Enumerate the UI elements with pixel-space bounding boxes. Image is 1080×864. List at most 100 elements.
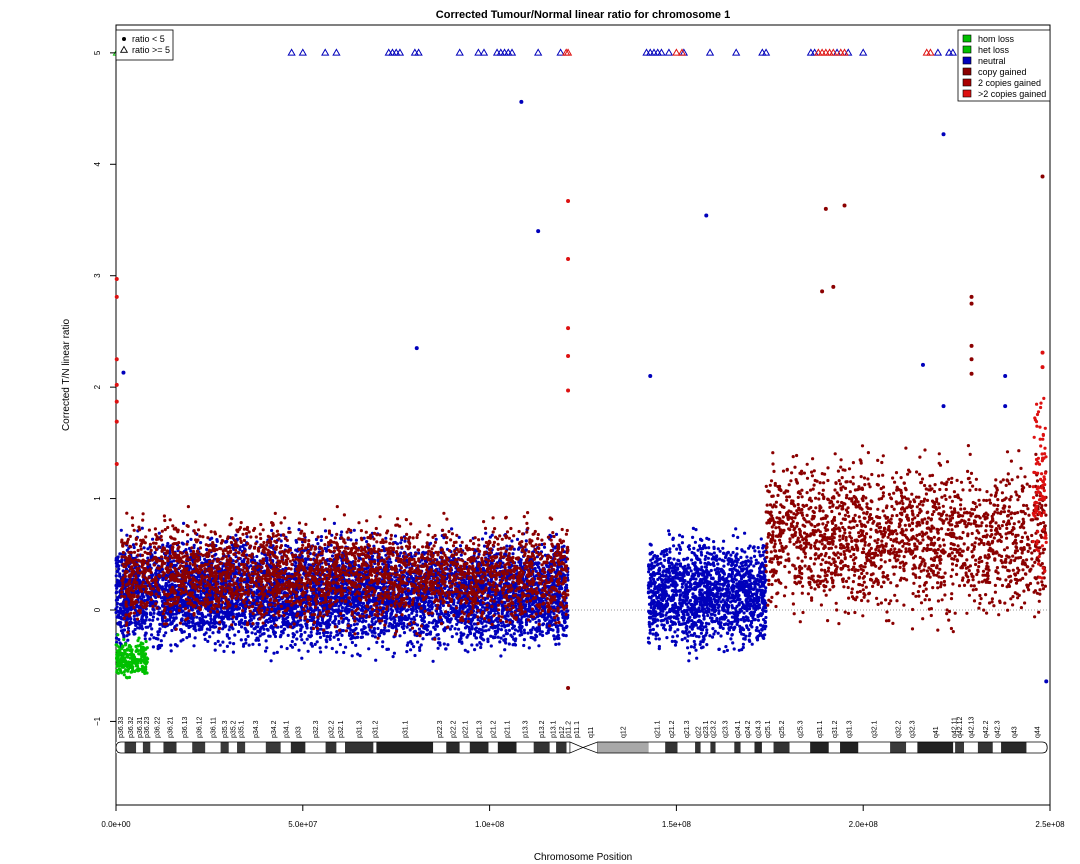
data-point <box>329 631 333 635</box>
data-point <box>149 612 153 617</box>
data-point <box>527 646 531 650</box>
data-point <box>120 558 124 562</box>
data-point <box>372 596 376 600</box>
data-point <box>391 655 395 659</box>
data-point <box>499 636 503 640</box>
data-point <box>472 613 476 617</box>
data-point <box>557 642 561 646</box>
data-point <box>190 608 194 612</box>
data-point <box>332 635 336 639</box>
data-point <box>537 626 542 630</box>
data-point <box>409 648 413 652</box>
data-point <box>511 625 516 629</box>
data-point <box>368 610 373 614</box>
data-point <box>459 631 463 635</box>
data-point <box>213 642 217 646</box>
data-point <box>252 609 256 613</box>
data-point <box>205 627 209 631</box>
data-point <box>374 658 378 662</box>
data-point <box>335 633 339 637</box>
data-point <box>321 621 325 625</box>
data-point <box>427 601 431 605</box>
data-point <box>166 541 170 546</box>
data-point <box>239 638 243 642</box>
data-point <box>335 630 339 634</box>
data-point <box>525 614 530 618</box>
data-point <box>144 618 148 622</box>
data-point <box>209 614 213 618</box>
data-point <box>150 627 154 631</box>
data-point <box>526 631 530 635</box>
data-point <box>246 634 250 639</box>
data-point <box>336 637 340 642</box>
data-point <box>232 642 236 646</box>
data-point <box>463 648 467 652</box>
data-point <box>291 635 295 639</box>
data-point <box>156 617 160 621</box>
data-point <box>151 615 155 619</box>
data-point <box>174 616 178 620</box>
data-point <box>356 652 360 656</box>
data-point <box>376 626 380 631</box>
data-point <box>541 633 545 638</box>
data-point <box>179 598 183 602</box>
data-point <box>340 633 344 638</box>
data-point <box>522 643 526 648</box>
data-point <box>556 598 560 602</box>
data-point <box>387 629 391 633</box>
data-point <box>506 623 511 627</box>
data-point <box>564 634 568 638</box>
data-point <box>524 539 528 543</box>
data-point <box>118 641 122 645</box>
data-point <box>480 537 485 541</box>
data-point <box>264 649 268 653</box>
data-point <box>211 624 215 629</box>
data-point <box>475 643 479 647</box>
data-point <box>118 552 122 556</box>
data-point <box>126 638 130 642</box>
data-point <box>562 616 567 620</box>
data-point <box>356 635 360 639</box>
data-point <box>459 553 463 557</box>
data-point <box>391 609 395 613</box>
data-point <box>156 633 160 637</box>
data-point <box>243 626 247 631</box>
data-point <box>392 651 396 655</box>
data-point <box>428 596 432 600</box>
data-point <box>457 627 461 631</box>
data-point <box>125 634 129 638</box>
data-point <box>169 643 173 647</box>
data-point <box>350 640 354 645</box>
data-point <box>425 632 429 637</box>
data-point <box>458 544 463 548</box>
x-axis-title: Chromosome Position <box>534 852 632 863</box>
data-point <box>316 542 320 546</box>
data-point <box>554 642 558 647</box>
data-point <box>496 635 500 639</box>
data-point <box>185 636 189 640</box>
data-point <box>545 617 549 621</box>
data-point <box>354 538 358 542</box>
data-point <box>489 644 493 648</box>
data-point <box>398 634 402 638</box>
data-point <box>398 621 402 626</box>
data-point <box>421 637 425 641</box>
data-point <box>302 641 306 645</box>
data-point <box>193 622 197 626</box>
data-point <box>385 600 389 604</box>
data-point <box>234 533 238 537</box>
data-point <box>380 645 385 649</box>
data-point <box>320 618 324 622</box>
data-point <box>498 640 502 644</box>
data-point <box>152 611 156 615</box>
data-point <box>366 632 370 636</box>
data-point <box>332 619 336 623</box>
data-point <box>192 644 196 648</box>
data-point <box>241 543 246 547</box>
data-point <box>179 628 183 632</box>
data-point <box>148 637 152 641</box>
data-point <box>504 629 508 633</box>
data-point <box>389 560 393 564</box>
data-point <box>413 653 417 658</box>
